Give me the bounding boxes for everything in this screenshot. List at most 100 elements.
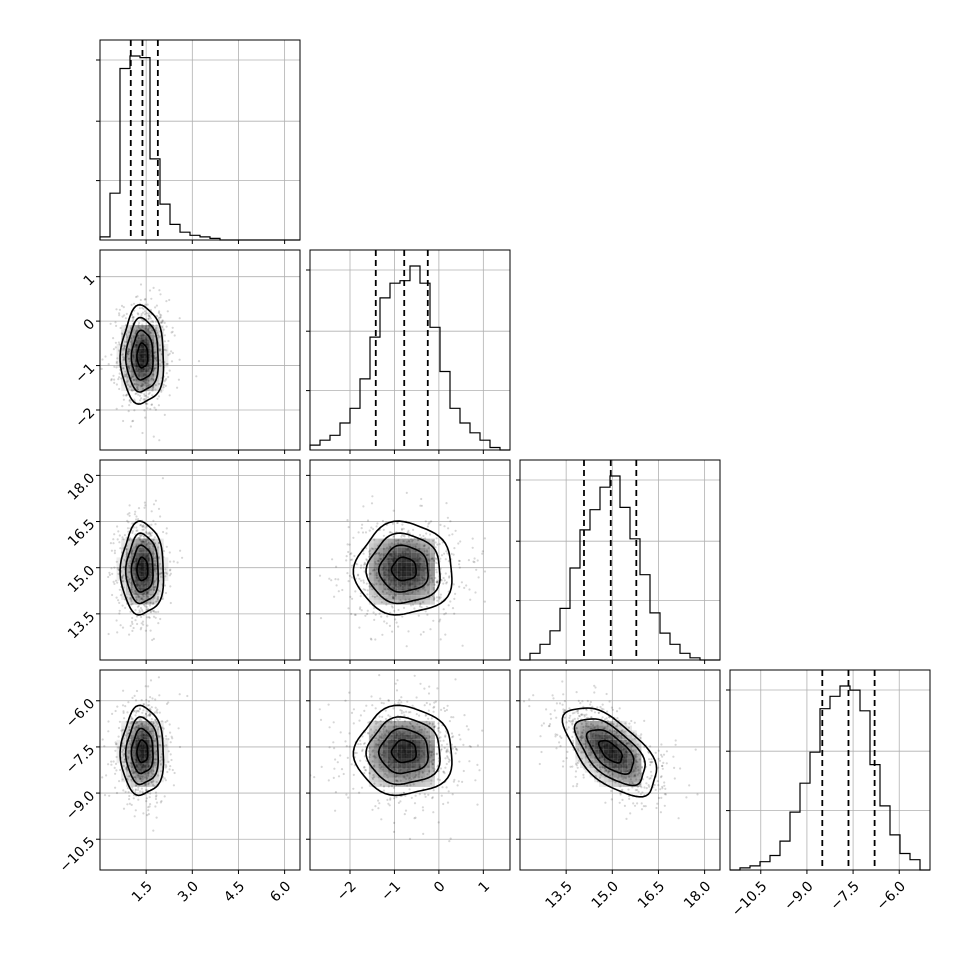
density-cell [425, 557, 431, 563]
sample-point [407, 529, 410, 533]
sample-point [171, 351, 174, 355]
sample-point [640, 802, 643, 805]
sample-point [122, 358, 125, 362]
sample-point [447, 560, 450, 563]
sample-point [416, 539, 419, 542]
sample-point [130, 717, 133, 720]
density-cell [411, 585, 416, 591]
sample-point [350, 763, 353, 766]
density-cell [397, 768, 402, 773]
sample-point [412, 777, 415, 780]
density-cell [420, 768, 426, 773]
sample-point [385, 730, 388, 733]
sample-point [169, 753, 172, 756]
sample-point [128, 798, 131, 801]
sample-point [161, 726, 164, 729]
sample-point [409, 784, 412, 787]
density-cell [378, 768, 383, 773]
sample-point [383, 725, 386, 728]
sample-point [151, 373, 154, 376]
density-cell [144, 590, 150, 596]
sample-point [160, 800, 163, 803]
density-cell [163, 758, 169, 764]
sample-point [152, 519, 155, 522]
density-cell [121, 362, 126, 368]
sample-point [422, 534, 425, 538]
sample-point [138, 321, 141, 325]
sample-point [132, 546, 136, 549]
sample-point [155, 578, 158, 581]
sample-point [332, 721, 335, 724]
sample-point [385, 603, 388, 606]
density-cell [401, 749, 407, 754]
sample-point [158, 736, 161, 739]
sample-point [442, 582, 445, 585]
sample-point [420, 606, 423, 609]
sample-point [439, 557, 442, 560]
sample-point [380, 615, 383, 618]
sample-point [113, 582, 116, 586]
density-cell [383, 566, 388, 572]
density-cell [397, 557, 402, 563]
sample-point [556, 733, 559, 737]
sample-point [407, 711, 410, 714]
sample-point [598, 776, 602, 779]
sample-point [151, 387, 154, 390]
sample-point [638, 758, 642, 761]
sample-point [117, 735, 120, 738]
sample-point [406, 700, 409, 703]
density-cell [383, 782, 388, 787]
density-cell [430, 768, 435, 773]
sample-point [146, 590, 149, 594]
density-cell [149, 329, 155, 335]
sample-point [411, 725, 414, 728]
sample-point [139, 523, 143, 527]
sample-point [438, 596, 441, 599]
sample-point [661, 767, 664, 770]
sample-point [114, 749, 117, 752]
sample-point [127, 578, 130, 581]
sample-point [118, 312, 121, 315]
density-cell [144, 557, 150, 563]
sample-point [156, 711, 159, 714]
joint-panel-2-3 [516, 669, 721, 871]
density-cell [126, 348, 131, 354]
sample-point [162, 530, 165, 534]
density-cell [373, 571, 379, 577]
sample-point [121, 626, 125, 629]
sample-point [144, 540, 147, 543]
sample-point [615, 732, 618, 735]
sample-point [404, 598, 407, 601]
sample-point [460, 581, 463, 584]
density-cell [397, 744, 402, 750]
density-cell [149, 753, 155, 759]
sample-point [150, 523, 153, 526]
density-cell [154, 763, 159, 768]
sample-point [361, 749, 364, 753]
sample-point [122, 574, 125, 577]
density-cell [121, 557, 126, 563]
density-cell [140, 548, 145, 553]
sample-point [438, 736, 441, 740]
sample-point [417, 773, 420, 776]
sample-point [477, 576, 480, 579]
sample-point [131, 549, 134, 552]
sample-point [420, 504, 423, 507]
density-cell [116, 749, 122, 754]
sample-point [375, 525, 378, 528]
density-cell [140, 339, 145, 344]
density-cell [373, 552, 379, 558]
density-cell [397, 777, 402, 783]
sample-point [448, 575, 451, 578]
sample-point [628, 775, 631, 778]
sample-point [150, 320, 153, 323]
density-cell [149, 386, 155, 392]
density-cell [430, 749, 435, 754]
sample-point [408, 598, 411, 601]
density-cell [411, 552, 416, 558]
sample-point [140, 626, 143, 629]
sample-point [143, 784, 146, 787]
sample-point [137, 393, 140, 396]
sample-point [380, 737, 383, 740]
sample-point [402, 711, 405, 714]
